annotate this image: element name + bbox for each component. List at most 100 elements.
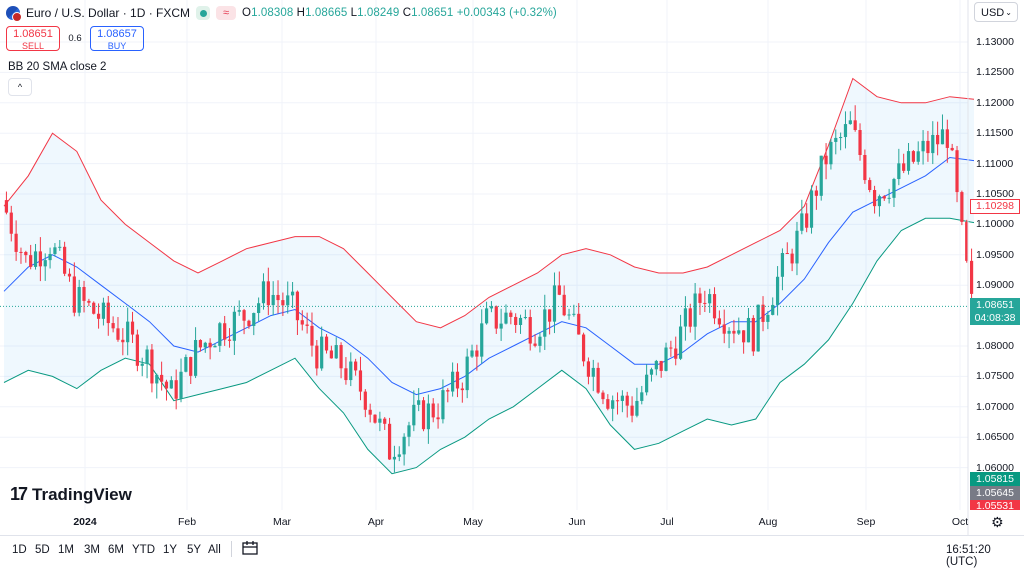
candle-body	[645, 374, 649, 393]
candle-body	[223, 323, 227, 340]
candle-body	[795, 230, 799, 264]
price-tick-label: 1.13000	[976, 36, 1014, 48]
sell-button[interactable]: 1.08651 SELL	[6, 26, 60, 51]
candle-body	[324, 336, 329, 351]
candle-body	[412, 404, 416, 426]
lower-band-line	[3, 217, 975, 475]
red-price-tag: 1.05531	[970, 500, 1020, 510]
candle-body	[950, 147, 954, 151]
spread-value: 0.6	[68, 33, 82, 44]
candle-body	[533, 343, 537, 346]
candle-body	[77, 286, 81, 313]
candle-body	[484, 308, 489, 324]
candle-body	[198, 340, 203, 348]
candle-body	[615, 400, 620, 402]
candle-body	[24, 251, 28, 256]
candle-body	[834, 137, 838, 142]
candle-body	[150, 349, 154, 384]
candle-body	[33, 251, 38, 267]
candle-body	[921, 140, 925, 152]
range-button-3m[interactable]: 3M	[84, 544, 100, 556]
candle-body	[926, 140, 930, 154]
candle-body	[363, 391, 367, 410]
basis-line	[3, 156, 975, 396]
range-button-all[interactable]: All	[208, 544, 221, 556]
candle-body	[460, 388, 464, 391]
candle-body	[771, 304, 775, 315]
candle-body	[368, 409, 372, 415]
candle-body	[945, 129, 949, 148]
range-button-1d[interactable]: 1D	[12, 544, 27, 556]
candle-body	[276, 294, 280, 301]
candle-body	[581, 334, 586, 362]
upper-band-line	[3, 77, 975, 329]
range-button-ytd[interactable]: YTD	[132, 544, 155, 556]
price-tick-label: 1.11500	[976, 127, 1014, 140]
band-fill	[4, 78, 974, 474]
candle-body	[839, 137, 843, 139]
candle-body	[562, 294, 566, 316]
candle-body	[140, 363, 144, 366]
candle-body	[872, 190, 877, 207]
candle-body	[504, 312, 508, 324]
time-tick-label: Sep	[856, 516, 876, 528]
range-button-5d[interactable]: 5D	[35, 544, 50, 556]
time-tick-label: Aug	[758, 516, 778, 528]
bollinger-bands	[3, 77, 975, 475]
candle-body	[354, 361, 358, 371]
price-tick-label: 1.11000	[976, 157, 1014, 170]
candle-body	[160, 374, 164, 382]
chevron-down-icon: ⌄	[1005, 8, 1012, 17]
candle-body	[257, 303, 261, 314]
candle-body	[829, 141, 833, 165]
candle-body	[29, 255, 33, 267]
symbol-title[interactable]: Euro / U.S. Dollar · 1D · FXCM	[26, 6, 191, 20]
candle-body	[252, 313, 256, 326]
range-button-1m[interactable]: 1M	[58, 544, 74, 556]
indicator-legend[interactable]: BB 20 SMA close 2	[8, 61, 107, 73]
candle-body	[601, 392, 605, 400]
price-tick-label: 1.09500	[976, 248, 1014, 261]
candle-body	[965, 221, 969, 261]
price-tick-label: 1.09000	[976, 279, 1014, 292]
candle-body	[722, 324, 726, 334]
candle-body	[315, 345, 319, 369]
candle-body	[63, 246, 67, 274]
candle-body	[334, 345, 338, 359]
candle-body	[349, 361, 353, 381]
candle-body	[698, 293, 702, 303]
range-button-1y[interactable]: 1Y	[163, 544, 178, 556]
utc-clock[interactable]: 16:51:20 (UTC)	[946, 544, 991, 568]
tradingview-logo: 17 TradingView	[10, 484, 132, 504]
candle-body	[164, 381, 169, 389]
currency-selector[interactable]: USD ⌄	[974, 2, 1018, 22]
candle-body	[286, 295, 290, 306]
price-tick-label: 1.10500	[976, 188, 1014, 200]
buy-button[interactable]: 1.08657 BUY	[90, 26, 144, 51]
toolbar-divider	[231, 541, 232, 557]
candle-body	[751, 317, 755, 352]
gear-icon[interactable]: ⚙	[991, 514, 1004, 530]
collapse-legend-button[interactable]: ^	[8, 78, 32, 96]
candle-body	[611, 400, 615, 409]
candle-body	[227, 339, 232, 341]
range-button-6m[interactable]: 6M	[108, 544, 124, 556]
range-button-5y[interactable]: 5Y	[187, 544, 202, 556]
calendar-icon[interactable]	[242, 541, 258, 555]
candle-body	[266, 281, 270, 306]
candle-body	[237, 310, 241, 312]
candle-body	[591, 367, 595, 377]
candle-body	[358, 370, 363, 392]
candle-body	[101, 302, 106, 319]
time-tick-label: Apr	[367, 516, 385, 528]
tradingview-mark-icon: 17	[10, 484, 28, 504]
candle-body	[387, 423, 392, 460]
candle-body	[630, 405, 634, 416]
candle-body	[800, 213, 804, 231]
last-price-tag: 1.08651	[970, 298, 1020, 312]
candle-body	[402, 436, 406, 455]
candle-body	[87, 300, 91, 303]
candle-body	[446, 390, 450, 392]
candle-body	[688, 308, 692, 327]
